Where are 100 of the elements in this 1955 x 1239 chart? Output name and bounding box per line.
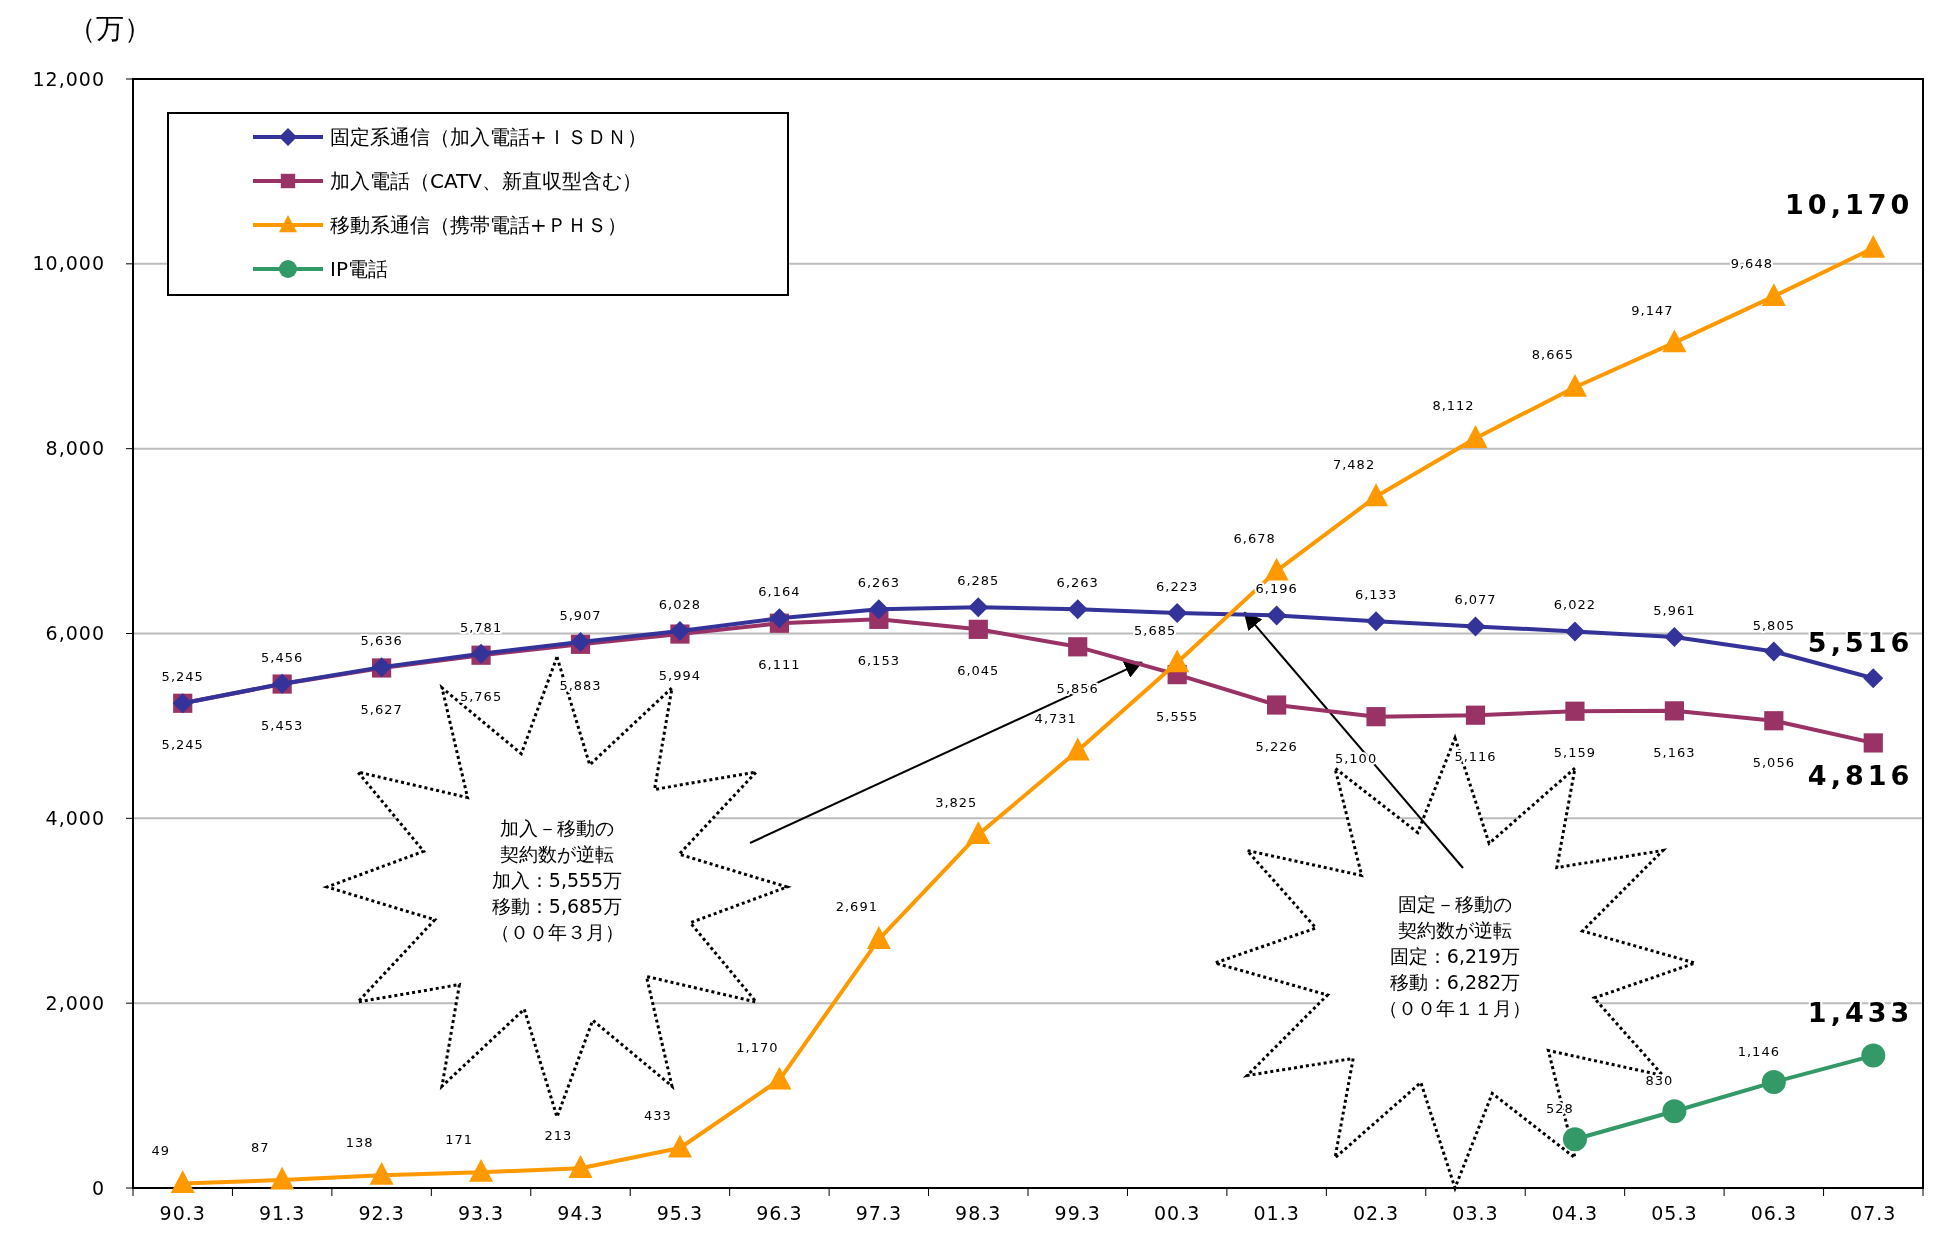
point <box>270 1166 295 1190</box>
point <box>1266 605 1287 626</box>
point <box>568 1155 593 1178</box>
data-label: 6,164 <box>758 584 801 600</box>
x-tick-label: 94.3 <box>557 1202 604 1224</box>
point <box>1761 1070 1786 1095</box>
data-label: 4,816 <box>1807 759 1914 791</box>
x-tick-label: 96.3 <box>756 1202 803 1224</box>
data-label: 6,022 <box>1553 597 1597 613</box>
data-label: 5,159 <box>1553 745 1597 761</box>
data-label: 6,263 <box>1056 575 1099 591</box>
x-tick-label: 05.3 <box>1651 1202 1698 1224</box>
data-label: 138 <box>345 1135 374 1151</box>
point <box>369 1162 394 1185</box>
data-label: 6,077 <box>1454 592 1497 608</box>
data-label: 5,555 <box>1156 708 1199 724</box>
data-label: 5,805 <box>1752 617 1795 633</box>
x-tick-label: 92.3 <box>358 1202 405 1224</box>
data-label: 4,731 <box>1034 710 1077 726</box>
data-label: 8,112 <box>1432 398 1475 414</box>
annotation: （００年１１月） <box>1379 997 1531 1019</box>
point <box>966 821 991 845</box>
data-label: 5,116 <box>1454 749 1497 765</box>
point <box>1764 711 1784 731</box>
annotation: 加入－移動の <box>500 817 614 839</box>
annotation: 契約数が逆転 <box>1398 919 1512 941</box>
x-tick-label: 99.3 <box>1054 1202 1101 1224</box>
data-label: 5,456 <box>261 649 304 665</box>
x-tick-label: 00.3 <box>1154 1202 1201 1224</box>
data-label: 5,245 <box>161 669 204 685</box>
annotation: 固定－移動の <box>1398 893 1512 915</box>
data-label: 3,825 <box>935 794 978 810</box>
x-tick-label: 98.3 <box>955 1202 1002 1224</box>
point <box>1167 602 1188 623</box>
point <box>868 599 889 620</box>
point <box>1564 621 1585 642</box>
data-label: 1,433 <box>1807 996 1914 1028</box>
x-tick-label: 91.3 <box>259 1202 306 1224</box>
data-label: 5,994 <box>658 668 702 684</box>
data-label: 528 <box>1546 1101 1574 1117</box>
y-tick-label: 10,000 <box>32 252 105 275</box>
point <box>1562 1127 1587 1152</box>
point <box>667 1134 692 1158</box>
point <box>1366 611 1387 632</box>
x-tick-label: 95.3 <box>656 1202 704 1224</box>
data-label: 9,648 <box>1730 256 1773 272</box>
x-tick-label: 01.3 <box>1253 1202 1300 1224</box>
data-label: 10,170 <box>1785 189 1914 221</box>
data-label: 5,163 <box>1653 744 1696 760</box>
point <box>469 1159 494 1182</box>
data-label: 171 <box>445 1132 473 1148</box>
annotation: 移動：5,685万 <box>491 895 623 917</box>
annotation: （００年３月） <box>490 921 624 943</box>
data-label: 1,170 <box>736 1039 779 1055</box>
data-label: 5,961 <box>1653 603 1696 619</box>
x-tick-label: 03.3 <box>1452 1202 1499 1224</box>
point <box>1264 557 1289 581</box>
x-tick-label: 06.3 <box>1750 1202 1797 1224</box>
point <box>1067 599 1088 620</box>
data-label: 6,263 <box>857 575 900 591</box>
data-label: 5,453 <box>261 718 304 734</box>
point <box>1267 695 1287 715</box>
data-label: 5,516 <box>1807 627 1914 659</box>
legend-label: 加入電話（CATV、新直収型含む） <box>330 169 642 193</box>
point <box>1065 737 1090 761</box>
data-label: 6,153 <box>857 653 900 669</box>
point <box>1763 641 1784 662</box>
point <box>769 608 790 629</box>
x-tick-label: 90.3 <box>159 1202 206 1224</box>
data-label: 6,196 <box>1255 581 1298 597</box>
data-label: 6,678 <box>1233 530 1276 546</box>
data-label: 5,245 <box>161 737 204 753</box>
point <box>1861 1043 1886 1068</box>
data-label: 5,636 <box>360 633 403 649</box>
point <box>767 1066 792 1090</box>
point <box>968 597 989 618</box>
data-label: 5,226 <box>1255 739 1298 755</box>
y-tick-label: 12,000 <box>32 67 105 90</box>
point <box>1068 637 1088 657</box>
point <box>1465 616 1486 637</box>
data-label: 6,133 <box>1354 587 1398 603</box>
data-label: 6,285 <box>957 573 1000 589</box>
point <box>170 1170 195 1194</box>
data-label: 2,691 <box>835 899 878 915</box>
data-label: 5,765 <box>459 689 503 705</box>
y-tick-label: 4,000 <box>45 806 105 829</box>
x-tick-label: 93.3 <box>457 1202 505 1224</box>
data-label: 7,482 <box>1332 456 1376 472</box>
y-tick-label: 2,000 <box>45 991 105 1014</box>
data-label: 5,627 <box>360 701 403 717</box>
point <box>1364 483 1389 507</box>
point <box>1664 627 1685 648</box>
legend-label: 移動系通信（携帯電話+ＰＨＳ） <box>330 213 627 237</box>
data-label: 6,111 <box>758 657 801 673</box>
x-tick-label: 07.3 <box>1850 1202 1897 1224</box>
point <box>1165 649 1190 673</box>
data-label: 5,883 <box>559 678 602 694</box>
data-label: 433 <box>644 1107 672 1123</box>
point <box>1863 733 1883 753</box>
data-label: 6,223 <box>1156 578 1199 594</box>
